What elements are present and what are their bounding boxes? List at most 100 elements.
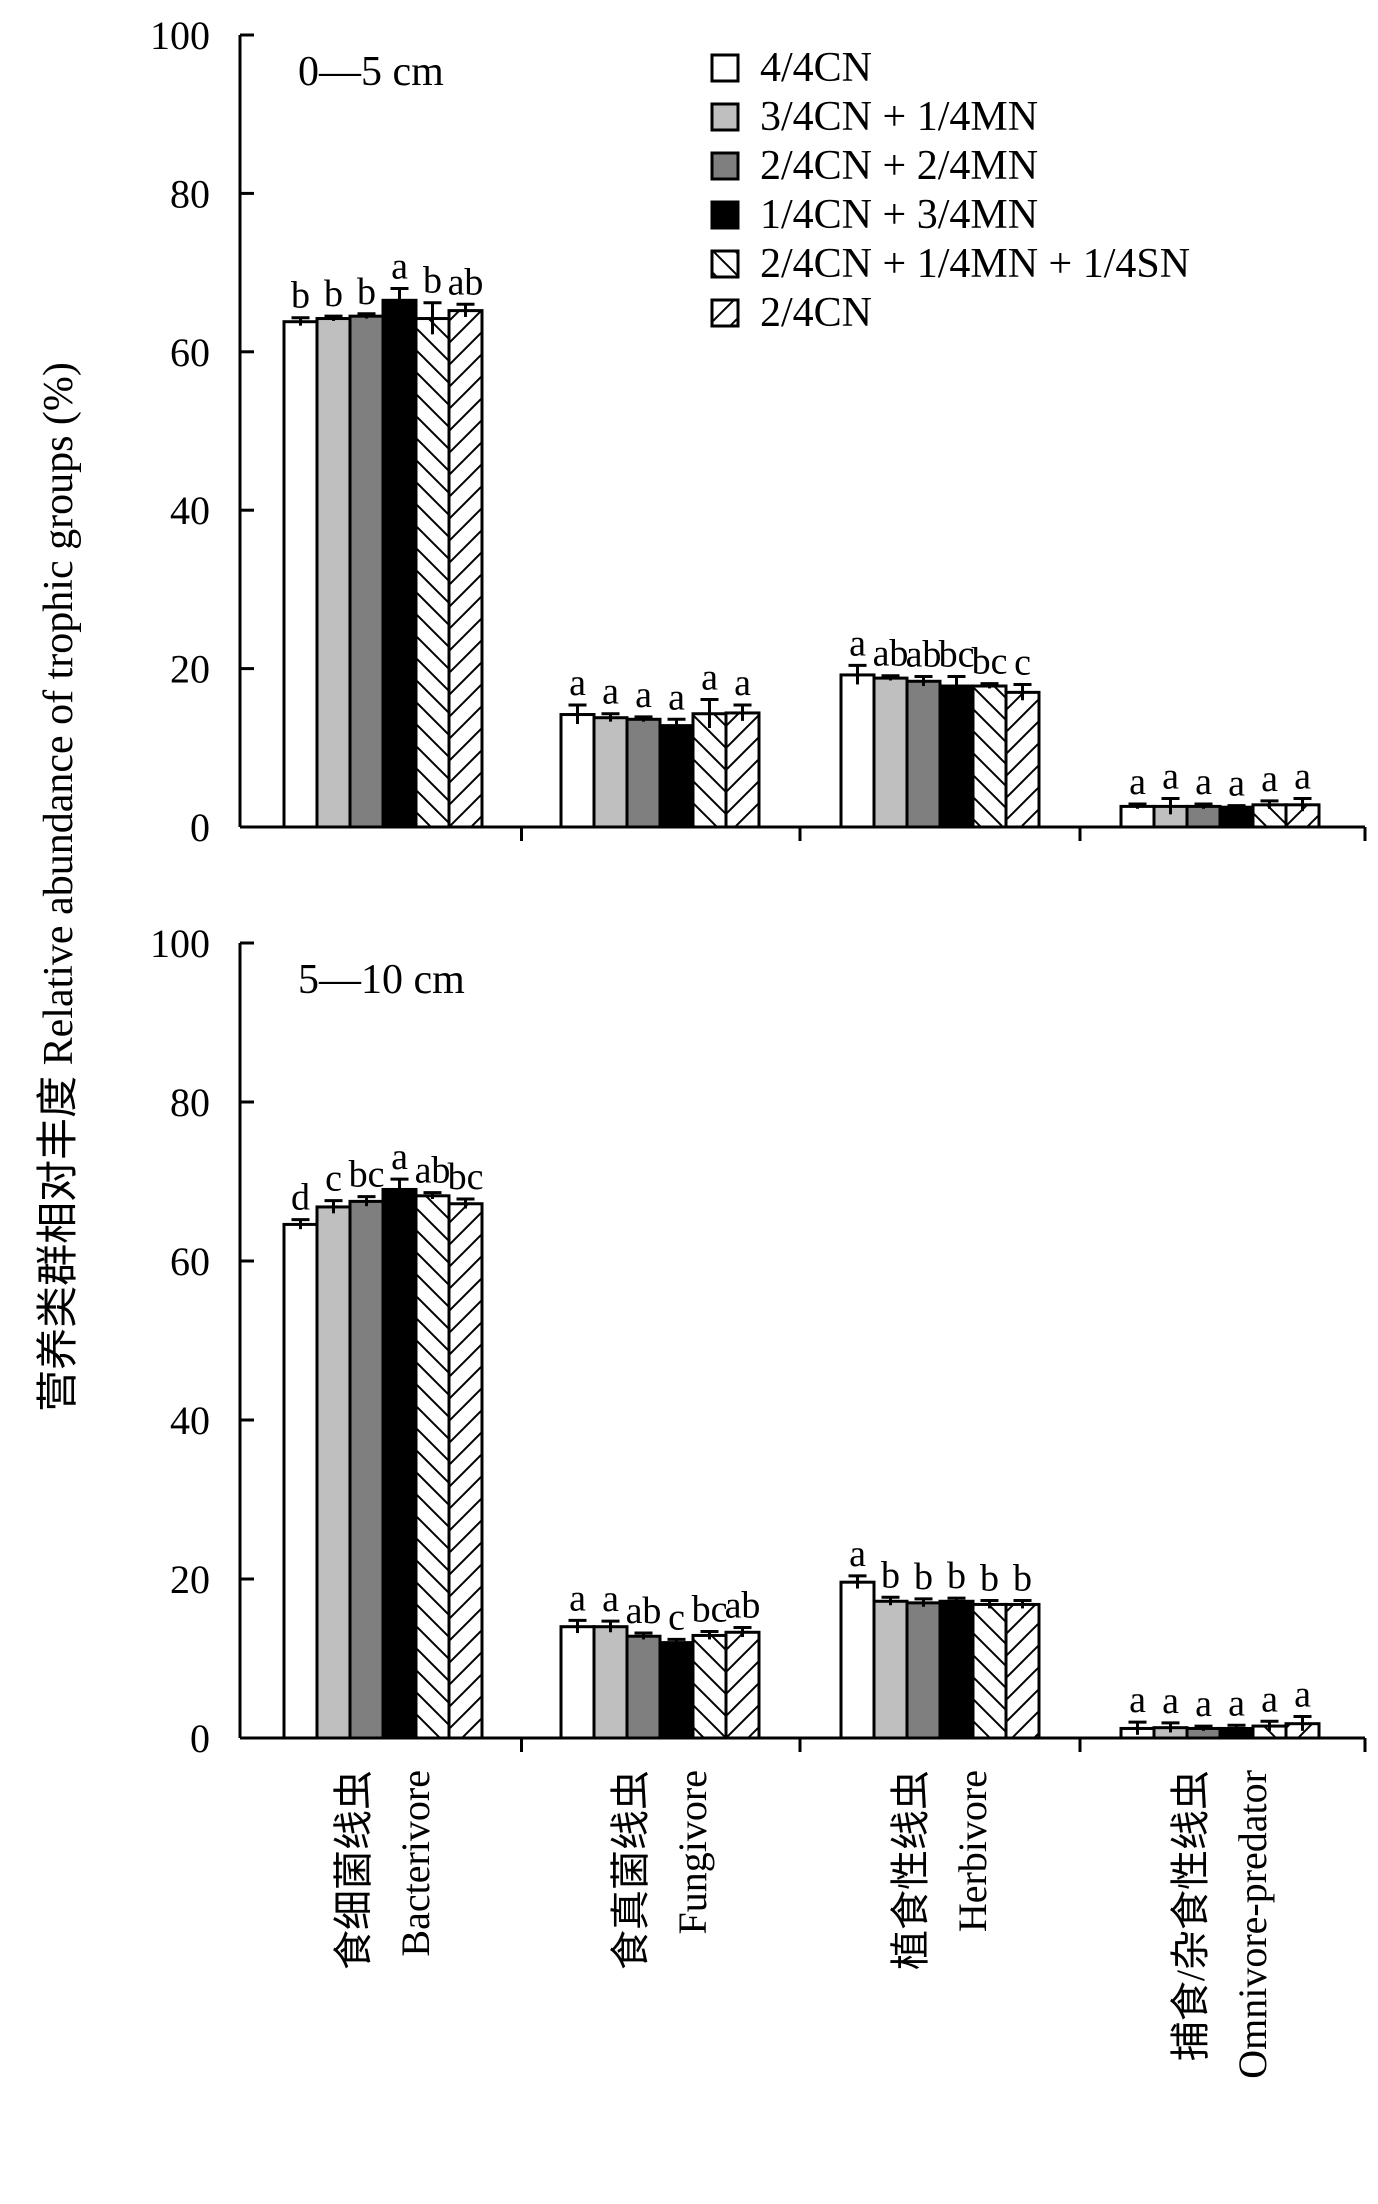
significance-letter: a [569, 662, 586, 704]
significance-letter: a [1162, 755, 1179, 797]
bar [414, 1194, 451, 1740]
significance-letter: c [1014, 641, 1031, 683]
legend-label: 4/4CN [760, 45, 872, 91]
bar [1004, 690, 1041, 829]
significance-letter: a [1294, 755, 1311, 797]
category-label-en: Herbivore [950, 1770, 995, 1932]
significance-letter: a [1129, 1679, 1146, 1721]
bar [691, 712, 728, 829]
panel-depth-label: 5—10 cm [298, 957, 465, 1003]
bar [658, 724, 695, 829]
bar [348, 314, 385, 829]
significance-letter: d [291, 1177, 310, 1219]
category-label-cn: 植食性线虫 [888, 1770, 933, 1970]
legend-swatch [710, 298, 740, 328]
bar [839, 1580, 876, 1740]
bar [905, 1601, 942, 1740]
significance-letter: b [1013, 1557, 1032, 1599]
legend-swatch [710, 102, 740, 132]
panel-depth-label: 0—5 cm [298, 49, 444, 95]
legend-swatch [710, 53, 740, 83]
bar [282, 1222, 319, 1740]
bar [691, 1633, 728, 1740]
significance-letter: a [1195, 1683, 1212, 1725]
y-tick-label: 100 [150, 13, 210, 58]
y-tick-label: 80 [170, 1080, 210, 1125]
y-tick-label: 40 [170, 1398, 210, 1443]
significance-letter: a [1129, 761, 1146, 803]
bar [592, 716, 629, 829]
significance-letter: a [849, 1533, 866, 1575]
significance-letter: a [602, 671, 619, 713]
bar [1185, 804, 1222, 829]
bar [559, 713, 596, 829]
legend-label: 1/4CN + 3/4MN [760, 192, 1038, 238]
bar [658, 1641, 695, 1740]
legend-swatch [710, 249, 740, 279]
bar [872, 676, 909, 829]
significance-letter: b [423, 260, 442, 302]
significance-letter: ab [873, 633, 909, 675]
y-tick-label: 60 [170, 1239, 210, 1284]
significance-letter: a [1228, 1682, 1245, 1724]
category-label-en: Bacterivore [393, 1770, 438, 1957]
significance-letter: a [1261, 758, 1278, 800]
bar [905, 679, 942, 829]
legend-label: 2/4CN + 2/4MN [760, 143, 1038, 189]
significance-letter: b [324, 273, 343, 315]
bar [872, 1599, 909, 1740]
significance-letter: a [569, 1577, 586, 1619]
significance-letter: b [914, 1556, 933, 1598]
significance-letter: a [1261, 1678, 1278, 1720]
significance-letter: a [602, 1578, 619, 1620]
y-tick-label: 80 [170, 171, 210, 216]
bar [447, 1202, 484, 1740]
significance-letter: a [391, 1136, 408, 1178]
significance-letter: a [635, 674, 652, 716]
significance-letter: ab [448, 261, 484, 303]
legend-label: 2/4CN + 1/4MN + 1/4SN [760, 241, 1190, 287]
bar [381, 1187, 418, 1740]
significance-letter: c [668, 1596, 685, 1638]
y-tick-label: 100 [150, 921, 210, 966]
bar [1119, 804, 1156, 829]
significance-letter: a [1162, 1680, 1179, 1722]
category-label-cn: 食细菌线虫 [331, 1770, 376, 1970]
bar [724, 711, 761, 829]
y-tick-label: 0 [190, 805, 210, 850]
bar [559, 1625, 596, 1740]
significance-letter: c [325, 1158, 342, 1200]
bar [839, 673, 876, 829]
y-tick-label: 40 [170, 488, 210, 533]
y-axis-title: 营养类群相对丰度 Relative abundance of trophic g… [35, 362, 82, 1412]
bar [315, 317, 352, 829]
significance-letter: a [734, 662, 751, 704]
legend-swatch [710, 200, 740, 230]
bar [414, 317, 451, 829]
significance-letter: ab [626, 1590, 662, 1632]
significance-letter: b [980, 1557, 999, 1599]
significance-letter: a [849, 622, 866, 664]
bar [282, 320, 319, 829]
legend-label: 2/4CN [760, 290, 872, 336]
significance-letter: ab [415, 1150, 451, 1192]
significance-letter: bc [448, 1156, 484, 1198]
significance-letter: ab [906, 634, 942, 676]
legend-swatch [710, 151, 740, 181]
significance-letter: a [1228, 763, 1245, 805]
significance-letter: bc [349, 1154, 385, 1196]
bar [315, 1205, 352, 1740]
significance-letter: bc [972, 641, 1008, 683]
significance-letter: b [881, 1554, 900, 1596]
bar [971, 1602, 1008, 1740]
bar [971, 684, 1008, 829]
bar [625, 1634, 662, 1740]
bar [1004, 1602, 1041, 1740]
bar [938, 684, 975, 829]
bar [938, 1599, 975, 1740]
significance-letter: a [701, 656, 718, 698]
category-label-cn: 食真菌线虫 [608, 1770, 653, 1970]
significance-letter: b [291, 275, 310, 317]
y-tick-label: 0 [190, 1716, 210, 1761]
